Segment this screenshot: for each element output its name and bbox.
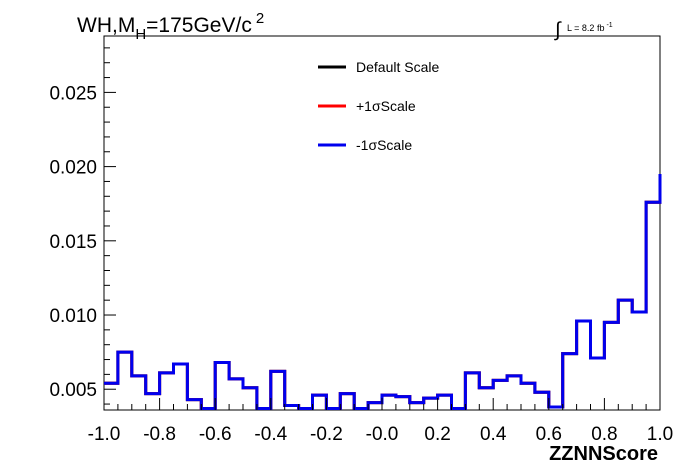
x-axis: -1.0 -0.8 -0.6 -0.4 -0.2 -0.0 0.2 0.4 0.6 0.8 1.0 xyxy=(88,398,673,445)
svg-text:WH,MH=175GeV/c2: WH,MH=175GeV/c 2 xyxy=(77,10,264,43)
y-tick-label: 0.015 xyxy=(49,232,97,253)
legend-label-2: -1σScale xyxy=(356,137,412,153)
integral-symbol: ∫ xyxy=(554,19,562,41)
legend: Default Scale +1σScale -1σScale xyxy=(318,59,439,153)
y-tick-label: 0.005 xyxy=(49,380,97,401)
x-tick-label: 0.6 xyxy=(536,424,562,445)
legend-label-0: Default Scale xyxy=(356,59,439,75)
chart-title: WH,MH=175GeV/c 2 xyxy=(77,10,264,43)
luminosity-label: ∫ L = 8.2 fb -1 xyxy=(554,19,613,41)
x-tick-label: -0.4 xyxy=(254,424,287,445)
y-tick-label: 0.010 xyxy=(49,306,97,327)
title-subscript: H xyxy=(135,26,146,43)
x-tick-label: -0.2 xyxy=(310,424,343,445)
x-tick-label: -0.6 xyxy=(199,424,232,445)
y-tick-label: 0.025 xyxy=(49,83,97,104)
legend-label-1: +1σScale xyxy=(356,98,416,114)
x-axis-label: ZZNNScore xyxy=(549,443,658,465)
title-main: WH,M xyxy=(77,14,135,37)
series-line-2 xyxy=(104,174,662,411)
x-tick-label: 0.2 xyxy=(424,424,450,445)
y-axis: 0.005 0.010 0.015 0.020 0.025 xyxy=(49,47,116,405)
svg-text:L = 8.2 fb-1: L = 8.2 fb -1 xyxy=(567,22,613,33)
x-tick-label: -1.0 xyxy=(88,424,121,445)
luminosity-text: L = 8.2 fb xyxy=(567,23,604,33)
x-tick-label: 0.8 xyxy=(591,424,617,445)
luminosity-superscript: -1 xyxy=(606,22,612,29)
y-tick-label: 0.020 xyxy=(49,158,97,179)
x-tick-label: -0.0 xyxy=(366,424,399,445)
series-layer xyxy=(104,174,662,411)
title-superscript: 2 xyxy=(256,10,264,27)
x-tick-label: 0.4 xyxy=(480,424,507,445)
x-tick-label: -0.8 xyxy=(143,424,176,445)
title-rest: =175GeV/c xyxy=(146,14,252,37)
x-tick-label: 1.0 xyxy=(647,424,673,445)
